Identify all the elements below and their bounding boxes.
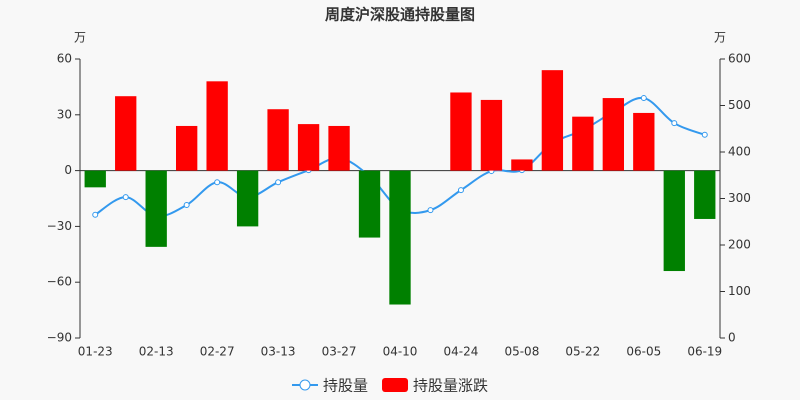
y-tick-label: 0 (64, 163, 72, 177)
bar (267, 109, 289, 171)
bar (206, 81, 228, 171)
bar (511, 159, 533, 171)
x-tick-label: 02-13 (139, 345, 174, 359)
bar (236, 170, 259, 227)
point (214, 179, 221, 186)
bar (602, 98, 624, 171)
bar (633, 112, 655, 171)
y-tick-label: −30 (47, 219, 72, 233)
point (275, 179, 282, 186)
point (640, 95, 647, 102)
bar (115, 96, 137, 171)
y2-unit: 万 (714, 31, 726, 45)
y-tick-label: −90 (47, 331, 72, 345)
y2-tick-label: 600 (728, 52, 751, 66)
legend-label: 持股量 (323, 377, 368, 395)
y-tick-label: 60 (57, 52, 72, 66)
x-tick-label: 04-10 (383, 345, 418, 359)
point (183, 202, 190, 209)
y2-tick-label: 500 (728, 98, 751, 112)
legend-swatch (382, 378, 409, 392)
bar (663, 170, 685, 272)
point (457, 187, 464, 194)
y-tick-label: 30 (57, 107, 72, 121)
y-unit: 万 (74, 31, 86, 45)
point (427, 207, 434, 214)
point (92, 211, 99, 218)
x-tick-label: 06-05 (626, 345, 661, 359)
legend-label: 持股量涨跌 (413, 377, 488, 395)
x-tick-label: 03-27 (322, 345, 357, 359)
bar (328, 125, 350, 171)
x-tick-label: 05-08 (504, 345, 539, 359)
bar (389, 170, 411, 305)
point (701, 131, 708, 138)
legend-point (299, 379, 311, 391)
y2-tick-label: 0 (728, 331, 736, 345)
bar (358, 170, 381, 238)
bar (541, 70, 564, 171)
x-tick-label: 01-23 (78, 345, 113, 359)
x-tick-label: 05-22 (565, 345, 600, 359)
point (671, 120, 678, 127)
y-tick-label: −60 (47, 275, 72, 289)
x-tick-label: 03-13 (261, 345, 296, 359)
point (122, 194, 129, 201)
bar (572, 116, 594, 171)
bar (84, 170, 106, 188)
bar (480, 99, 503, 171)
y2-tick-label: 400 (728, 145, 751, 159)
y2-tick-label: 300 (728, 191, 751, 205)
bar (694, 170, 716, 219)
y2-tick-label: 200 (728, 238, 751, 252)
y2-tick-label: 100 (728, 284, 751, 298)
chart-title: 周度沪深股通持股量图 (325, 6, 475, 24)
bar (297, 124, 320, 171)
bar (450, 92, 472, 171)
x-tick-label: 04-24 (444, 345, 479, 359)
x-tick-label: 06-19 (687, 345, 722, 359)
x-tick-label: 02-27 (200, 345, 235, 359)
bar (145, 170, 167, 247)
bar (176, 125, 198, 171)
